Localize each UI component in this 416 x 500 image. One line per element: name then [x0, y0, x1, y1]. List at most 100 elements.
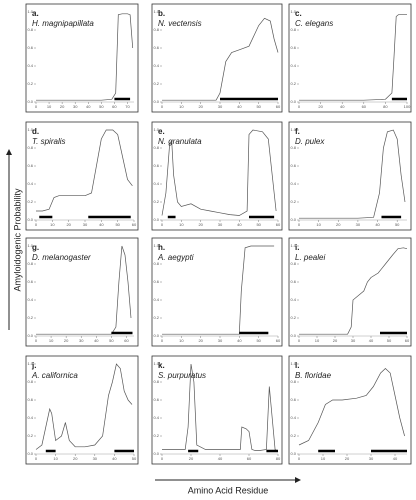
x-tick-label: 0 [161, 338, 164, 343]
y-tick-label: 1.0 [290, 9, 296, 14]
x-tick-label: 20 [64, 338, 69, 343]
species-name: N. granulata [158, 137, 202, 146]
x-tick-label: 30 [351, 338, 356, 343]
y-tick-label: 0.4 [27, 63, 33, 68]
x-tick-label: 60 [112, 104, 117, 109]
x-tick-label: 70 [125, 104, 130, 109]
x-tick-label: 20 [333, 338, 338, 343]
probability-line [298, 368, 405, 446]
y-tick-label: 0.2 [153, 199, 159, 204]
x-tick-label: 80 [383, 104, 388, 109]
x-tick-label: 30 [218, 338, 223, 343]
y-tick-label: 0.4 [290, 297, 296, 302]
panel-frame [151, 355, 283, 465]
y-tick-label: 0.2 [27, 81, 33, 86]
x-tick-label: 0 [161, 222, 164, 227]
panel-label: c. [295, 9, 302, 18]
y-tick-label: 1.0 [290, 243, 296, 248]
panel-label: k. [158, 361, 165, 370]
x-tick-label: 40 [369, 338, 374, 343]
x-tick-label: 40 [86, 104, 91, 109]
x-tick-label: 60 [132, 222, 137, 227]
y-tick-label: 0.6 [290, 45, 296, 50]
y-tick-label: 0.4 [27, 297, 33, 302]
y-tick-label: 0.2 [27, 315, 33, 320]
y-tick-label: 0.2 [290, 199, 296, 204]
y-tick-label: 1.0 [27, 361, 33, 366]
x-tick-label: 50 [395, 222, 400, 227]
x-tick-label: 50 [256, 338, 261, 343]
panel-label: a. [32, 9, 39, 18]
x-tick-label: 40 [237, 338, 242, 343]
x-tick-label: 50 [132, 456, 137, 461]
y-tick-label: 0.0 [27, 333, 33, 338]
x-tick-label: 40 [99, 222, 104, 227]
panel-frame [25, 237, 139, 347]
y-tick-label: 0.0 [290, 451, 296, 456]
x-tick-label: 50 [387, 338, 392, 343]
y-tick-label: 0.6 [153, 163, 159, 168]
x-tick-label: 20 [336, 222, 341, 227]
panel: 0.0 0.2 0.4 0.6 0.8 1.0 0 10 20 30 40 50 f.D. pulex [288, 121, 412, 231]
panel-frame [288, 355, 412, 465]
y-tick-label: 0.2 [27, 433, 33, 438]
species-name: C. elegans [295, 19, 333, 28]
x-tick-label: 30 [218, 104, 223, 109]
x-tick-label: 20 [66, 222, 71, 227]
panel: 0.0 0.2 0.4 0.6 0.8 1.0 0 20 40 60 80 100 c.C. elega… [288, 3, 412, 113]
panel-label: j. [31, 361, 36, 370]
probability-line [299, 129, 406, 219]
panel-frame [288, 3, 412, 113]
x-tick-label: 50 [109, 338, 114, 343]
species-name: L. pealei [295, 253, 325, 262]
x-tick-label: 30 [218, 222, 223, 227]
y-tick-label: 0.0 [153, 333, 159, 338]
y-tick-label: 0.6 [153, 397, 159, 402]
y-tick-label: 1.0 [290, 127, 296, 132]
panel-frame [288, 121, 412, 231]
y-tick-label: 0.0 [290, 333, 296, 338]
y-tick-label: 0.4 [290, 181, 296, 186]
y-tick-label: 0.8 [290, 379, 296, 384]
x-tick-label: 0 [298, 456, 301, 461]
x-tick-label: 30 [93, 456, 98, 461]
y-tick-label: 0.0 [153, 451, 159, 456]
x-tick-label: 40 [237, 222, 242, 227]
x-tick-label: 30 [369, 456, 374, 461]
y-tick-label: 0.0 [153, 217, 159, 222]
x-tick-label: 0 [298, 222, 301, 227]
y-tick-label: 1.0 [27, 127, 33, 132]
panel-frame [151, 121, 283, 231]
probability-line [36, 13, 134, 101]
x-tick-label: 30 [79, 338, 84, 343]
x-tick-label: 60 [247, 456, 252, 461]
probability-line [162, 245, 275, 335]
y-tick-label: 0.4 [153, 63, 159, 68]
x-tick-label: 10 [49, 338, 54, 343]
y-tick-label: 0.6 [27, 279, 33, 284]
panel-label: g. [32, 243, 39, 252]
x-tick-label: 40 [218, 456, 223, 461]
y-tick-label: 0.6 [290, 279, 296, 284]
probability-line [35, 363, 133, 450]
panel-label: h. [158, 243, 165, 252]
panel: 0.0 0.2 0.4 0.6 0.8 1.0 0 10 20 30 40 50 60 h.A. aegy… [151, 237, 283, 347]
x-tick-label: 40 [375, 222, 380, 227]
x-tick-label: 10 [47, 104, 52, 109]
x-tick-label: 20 [189, 456, 194, 461]
panel-label: b. [158, 9, 165, 18]
y-tick-label: 0.8 [290, 261, 296, 266]
probability-line [36, 129, 133, 212]
y-tick-label: 1.0 [153, 361, 159, 366]
x-tick-label: 0 [35, 104, 38, 109]
x-tick-label: 10 [179, 222, 184, 227]
x-tick-label: 30 [83, 222, 88, 227]
panel-label: f. [295, 127, 300, 136]
y-tick-label: 0.4 [27, 181, 33, 186]
probability-line [162, 363, 279, 452]
x-tick-label: 10 [316, 222, 321, 227]
y-tick-label: 0.0 [27, 217, 33, 222]
y-tick-label: 0.8 [27, 27, 33, 32]
x-tick-label: 60 [276, 222, 281, 227]
